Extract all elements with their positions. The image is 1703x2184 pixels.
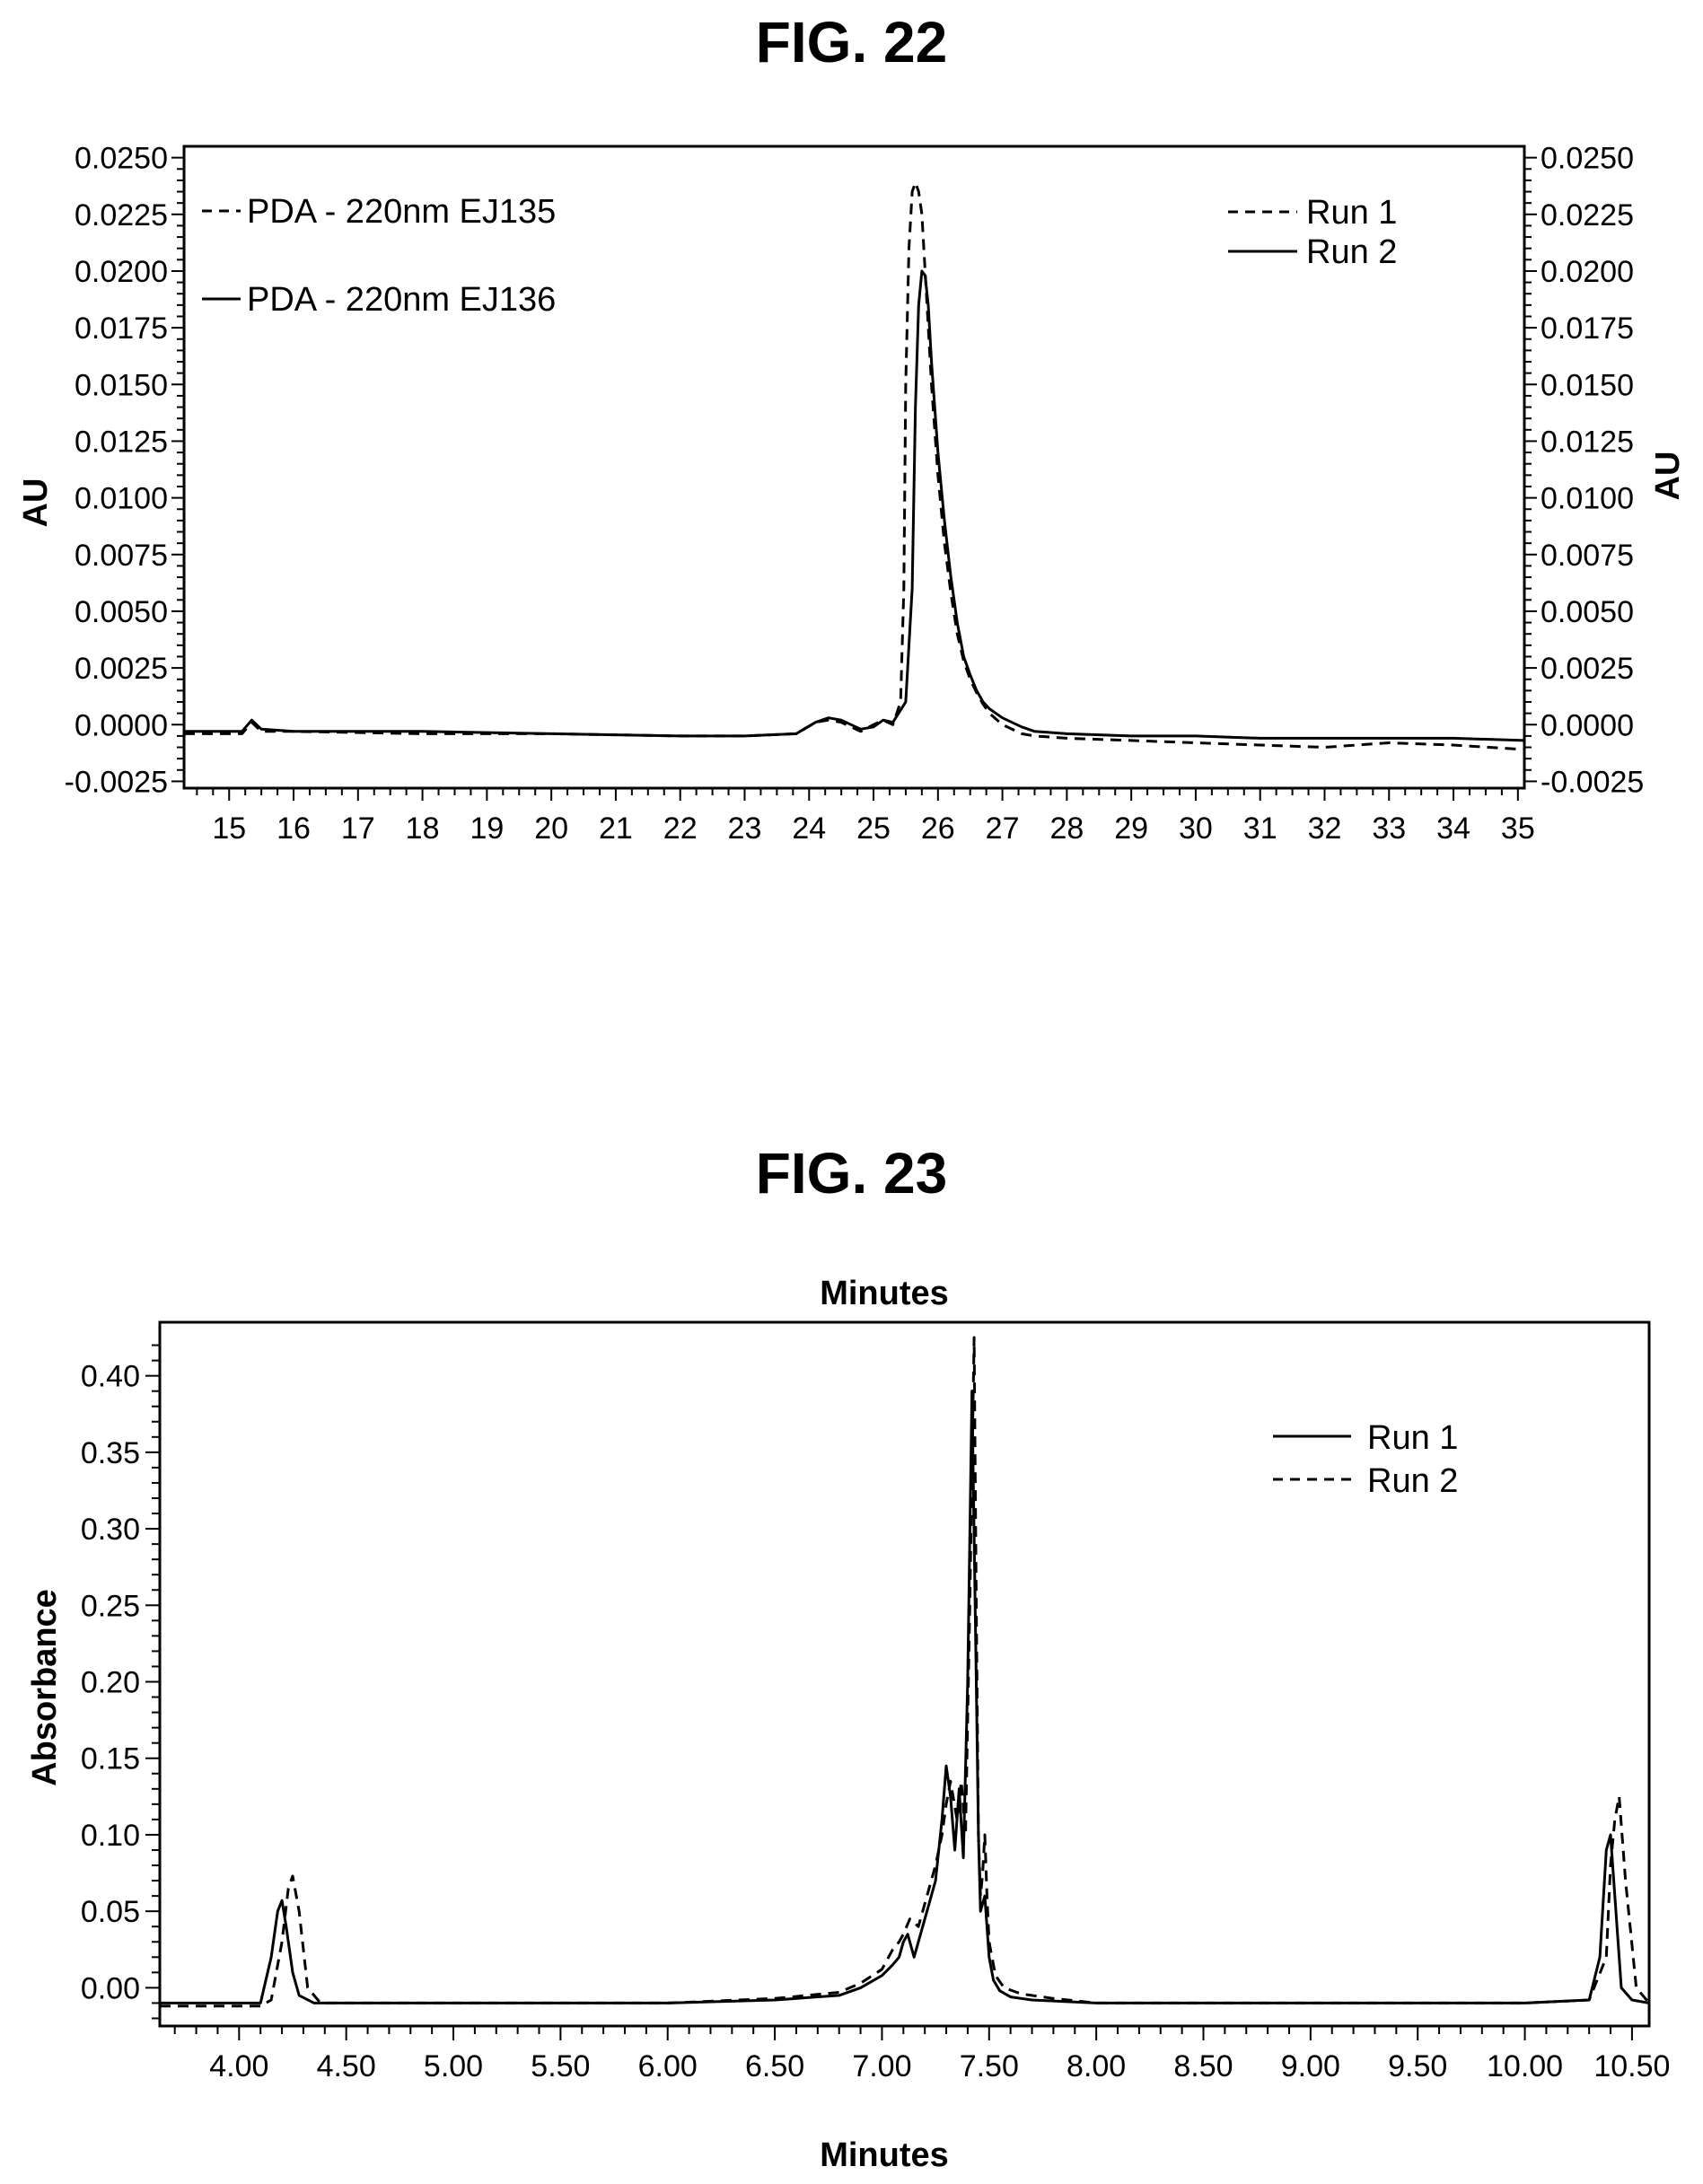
fig23-x-tick-label: 8.50 — [1173, 2049, 1233, 2083]
fig22-x-tick-label: 16 — [277, 811, 311, 846]
fig22-x-tick-label: 28 — [1049, 811, 1084, 846]
fig23-y-tick-label: 0.30 — [81, 1513, 140, 1547]
fig22-legend-right-label-1: Run 1 — [1306, 194, 1397, 232]
fig22-x-tick-label: 35 — [1501, 811, 1535, 846]
fig22-y-ticks-right: -0.0025 0.0000 0.0025 0.0050 0.0075 0.0100 0.0… — [1524, 142, 1644, 799]
fig23-y-tick-label: 0.25 — [81, 1589, 140, 1623]
fig22-y-left-tick-label: 0.0025 — [75, 652, 168, 686]
fig22-y-right-tick-label: 0.0225 — [1541, 198, 1634, 232]
fig22-x-tick-label: 20 — [534, 811, 568, 846]
fig22-x-tick-label: 29 — [1114, 811, 1148, 846]
fig22-plot-frame — [182, 145, 1526, 790]
fig23-ylabel: Absorbance — [26, 1589, 64, 1786]
fig22-y-left-tick-label: 0.0000 — [75, 708, 168, 742]
fig23-y-ticks: 0.00 0.05 0.10 0.15 0.20 0.25 0.30 0.35 0.40 — [81, 1344, 160, 2020]
fig23-y-tick-label: 0.10 — [81, 1819, 140, 1853]
fig23-x-tick-label: 7.00 — [852, 2049, 911, 2083]
fig23-y-tick-label: 0.35 — [81, 1436, 140, 1470]
fig22-y-right-tick-label: 0.0200 — [1541, 255, 1634, 289]
fig22-y-left-tick-label: 0.0100 — [75, 482, 168, 516]
fig22-x-tick-label: 24 — [792, 811, 826, 846]
fig22-y-right-tick-label: 0.0125 — [1541, 425, 1634, 459]
fig23-x-tick-label: 7.50 — [960, 2049, 1019, 2083]
fig23-plot-frame — [158, 1320, 1651, 2028]
fig22-y-left-tick-label: 0.0175 — [75, 311, 168, 346]
fig22-y-right-tick-label: 0.0100 — [1541, 482, 1634, 516]
fig22-legend-right-label-2: Run 2 — [1306, 233, 1397, 271]
fig23-xlabel: Minutes — [820, 2136, 949, 2174]
fig22-y-ticks-left: -0.0025 0.0000 0.0025 0.0050 0.0075 0.0100 0.0… — [65, 142, 184, 799]
fig22-y-left-tick-label: 0.0125 — [75, 425, 168, 459]
fig22-x-tick-label: 22 — [663, 811, 698, 846]
fig23-chart-title: Minutes — [820, 1275, 949, 1312]
fig22-x-tick-label: 15 — [212, 811, 246, 846]
fig22-x-tick-label: 17 — [341, 811, 375, 846]
fig23-x-tick-label: 8.00 — [1067, 2049, 1126, 2083]
fig22-y-right-tick-label: 0.0075 — [1541, 539, 1634, 573]
fig23-y-tick-label: 0.15 — [81, 1742, 140, 1776]
fig23-legend-label-1: Run 1 — [1367, 1419, 1458, 1457]
fig23-x-tick-label: 6.00 — [638, 2049, 698, 2083]
fig23-series-group — [160, 1336, 1651, 2008]
fig22-x-ticks: 15 16 17 18 19 20 21 22 23 24 25 26 27 28 29 30 31 32 33 34… — [196, 788, 1535, 846]
fig23-legend-label-2: Run 2 — [1367, 1462, 1458, 1500]
fig23-y-tick-label: 0.05 — [81, 1895, 140, 1929]
fig23-x-tick-label: 4.50 — [317, 2049, 376, 2083]
fig23-x-tick-label: 5.50 — [531, 2049, 590, 2083]
fig23-chart: Minutes 4.00 4.50 5.00 5.50 6.00 6.50 7.00 7.50… — [26, 1275, 1670, 2174]
fig22-legend-left-label-2: PDA - 220nm EJ136 — [247, 281, 556, 319]
fig22-x-tick-label: 33 — [1372, 811, 1406, 846]
fig23-y-tick-label: 0.00 — [81, 1971, 140, 2005]
fig22-y-right-tick-label: 0.0025 — [1541, 652, 1634, 686]
fig22-y-left-tick-label: 0.0075 — [75, 539, 168, 573]
fig22-x-tick-label: 18 — [406, 811, 440, 846]
fig22-series-group — [184, 180, 1525, 751]
fig22-y-right-tick-label: 0.0050 — [1541, 595, 1634, 629]
fig22-x-tick-label: 31 — [1243, 811, 1277, 846]
fig23-legend: Run 1 Run 2 — [1273, 1419, 1458, 1500]
fig22-y-right-tick-label: -0.0025 — [1541, 765, 1644, 799]
fig22-y-left-tick-label: 0.0225 — [75, 198, 168, 232]
fig23-x-tick-label: 9.50 — [1388, 2049, 1447, 2083]
fig22-x-tick-label: 26 — [921, 811, 955, 846]
fig23-x-tick-label: 6.50 — [745, 2049, 804, 2083]
fig23-x-tick-label: 4.00 — [209, 2049, 268, 2083]
fig22-y-left-tick-label: 0.0250 — [75, 142, 168, 176]
fig23-title: FIG. 23 — [755, 1141, 948, 1206]
fig23-y-tick-label: 0.40 — [81, 1360, 140, 1394]
fig22-y-right-tick-label: 0.0175 — [1541, 311, 1634, 346]
fig22-x-tick-label: 23 — [728, 811, 762, 846]
fig22-y-right-tick-label: 0.0250 — [1541, 142, 1634, 176]
fig23-x-ticks: 4.00 4.50 5.00 5.50 6.00 6.50 7.00 7.50 8.00 8.50… — [173, 2026, 1670, 2083]
fig22-legend-left-label-1: PDA - 220nm EJ135 — [247, 193, 556, 231]
fig22-y-left-tick-label: 0.0200 — [75, 255, 168, 289]
fig23-x-tick-label: 5.00 — [424, 2049, 483, 2083]
fig23-series-dashed-line — [160, 1336, 1651, 2008]
fig22-y-right-tick-label: 0.0150 — [1541, 368, 1634, 402]
fig23-y-tick-label: 0.20 — [81, 1666, 140, 1700]
fig22-y-left-tick-label: -0.0025 — [65, 765, 168, 799]
fig22-legend-right: Run 1 Run 2 — [1228, 194, 1397, 271]
fig22-y-right-tick-label: 0.0000 — [1541, 708, 1634, 742]
fig23-x-tick-label: 10.50 — [1593, 2049, 1670, 2083]
fig22-x-tick-label: 19 — [470, 811, 504, 846]
fig22-series-solid-line — [184, 269, 1525, 742]
fig22-x-tick-label: 25 — [856, 811, 891, 846]
fig22-legend-left: PDA - 220nm EJ135 PDA - 220nm EJ136 — [202, 193, 556, 319]
fig22-ylabel-right: AU — [1649, 452, 1687, 501]
fig22-x-tick-label: 30 — [1179, 811, 1213, 846]
fig22-x-tick-label: 32 — [1308, 811, 1342, 846]
fig22-x-tick-label: 34 — [1436, 811, 1470, 846]
fig22-ylabel-left: AU — [17, 478, 55, 528]
fig22-y-left-tick-label: 0.0150 — [75, 368, 168, 402]
fig22-x-tick-label: 21 — [599, 811, 633, 846]
fig22-y-left-tick-label: 0.0050 — [75, 595, 168, 629]
fig23-x-tick-label: 10.00 — [1487, 2049, 1563, 2083]
fig23-x-tick-label: 9.00 — [1281, 2049, 1340, 2083]
fig22-title: FIG. 22 — [755, 10, 948, 75]
fig22-chart: 15 16 17 18 19 20 21 22 23 24 25 26 27 28 29 30 31 32 33 34… — [17, 142, 1687, 846]
fig22-x-tick-label: 27 — [986, 811, 1020, 846]
